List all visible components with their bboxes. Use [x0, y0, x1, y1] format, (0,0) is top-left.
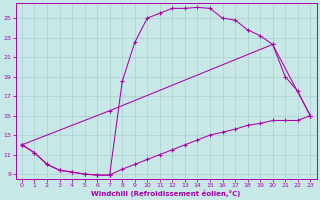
- X-axis label: Windchill (Refroidissement éolien,°C): Windchill (Refroidissement éolien,°C): [92, 190, 241, 197]
